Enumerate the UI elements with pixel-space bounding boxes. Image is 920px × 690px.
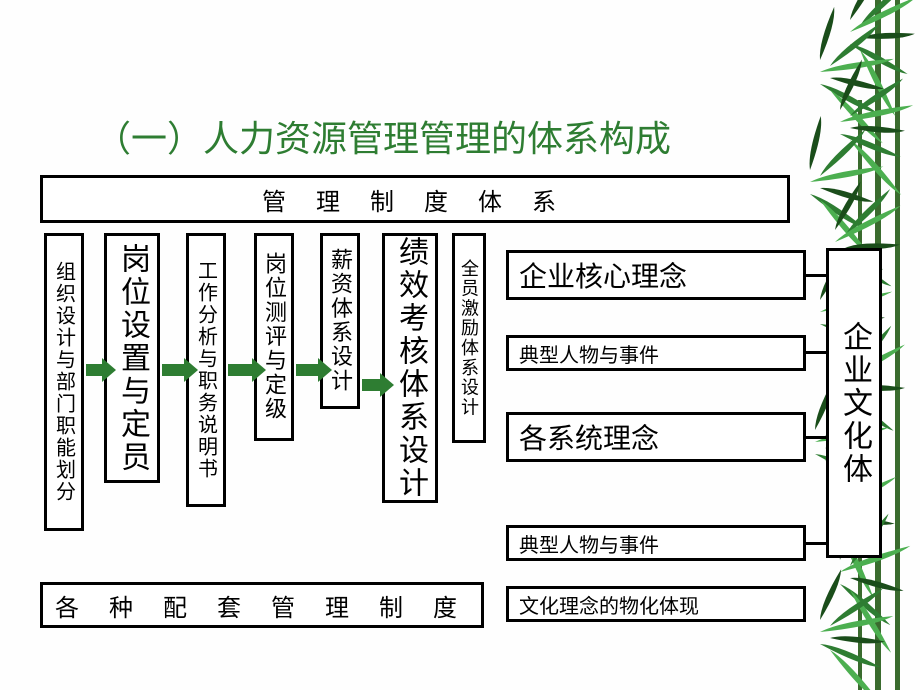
right-box-label: 企业核心理念: [519, 255, 687, 295]
top-bar-box: 管 理 制 度 体 系: [40, 175, 790, 223]
right-box-label: 文化理念的物化体现: [519, 590, 699, 619]
vertical-box-5: 绩效考核体系设计: [382, 233, 438, 503]
right-box-4: 文化理念的物化体现: [506, 586, 806, 622]
vertical-box-label: 岗位测评与定级: [258, 252, 290, 421]
arrow-head-0: [102, 358, 116, 382]
connector-1: [806, 351, 826, 354]
page-title: （一）人力资源管理管理的体系构成: [95, 110, 671, 162]
bottom-bar-box: 各 种 配 套 管 理 制 度: [40, 582, 484, 628]
bottom-bar-label: 各 种 配 套 管 理 制 度: [55, 588, 469, 623]
arrow-4: [362, 379, 380, 391]
arrow-0: [86, 364, 102, 376]
vertical-box-3: 岗位测评与定级: [254, 233, 294, 441]
right-box-label: 各系统理念: [519, 417, 659, 457]
right-box-3: 典型人物与事件: [506, 525, 806, 561]
vertical-box-label: 企业文化体: [832, 321, 876, 486]
vertical-box-4: 薪资体系设计: [320, 233, 360, 409]
vertical-box-0: 组织设计与部门职能划分: [44, 233, 84, 531]
vertical-box-label: 绩效考核体系设计: [388, 236, 432, 500]
arrow-1: [162, 364, 184, 376]
arrow-head-3: [318, 358, 332, 382]
top-bar-label: 管 理 制 度 体 系: [262, 182, 568, 217]
right-box-label: 典型人物与事件: [519, 339, 659, 368]
connector-3: [806, 542, 826, 545]
right-box-0: 企业核心理念: [506, 250, 806, 300]
arrow-head-2: [252, 358, 266, 382]
vertical-box-label: 岗位设置与定员: [110, 243, 154, 474]
right-box-2: 各系统理念: [506, 412, 806, 462]
vertical-box-7: 企业文化体: [826, 248, 882, 558]
arrow-2: [228, 364, 252, 376]
connector-2: [806, 436, 826, 439]
connector-0: [806, 274, 826, 277]
right-box-label: 典型人物与事件: [519, 529, 659, 558]
vertical-box-label: 组织设计与部门职能划分: [50, 261, 79, 503]
vertical-box-label: 全员激励体系设计: [456, 259, 482, 417]
arrow-head-1: [184, 358, 198, 382]
arrow-head-4: [380, 373, 394, 397]
vertical-box-6: 全员激励体系设计: [452, 233, 486, 443]
right-box-1: 典型人物与事件: [506, 335, 806, 371]
arrow-3: [296, 364, 318, 376]
